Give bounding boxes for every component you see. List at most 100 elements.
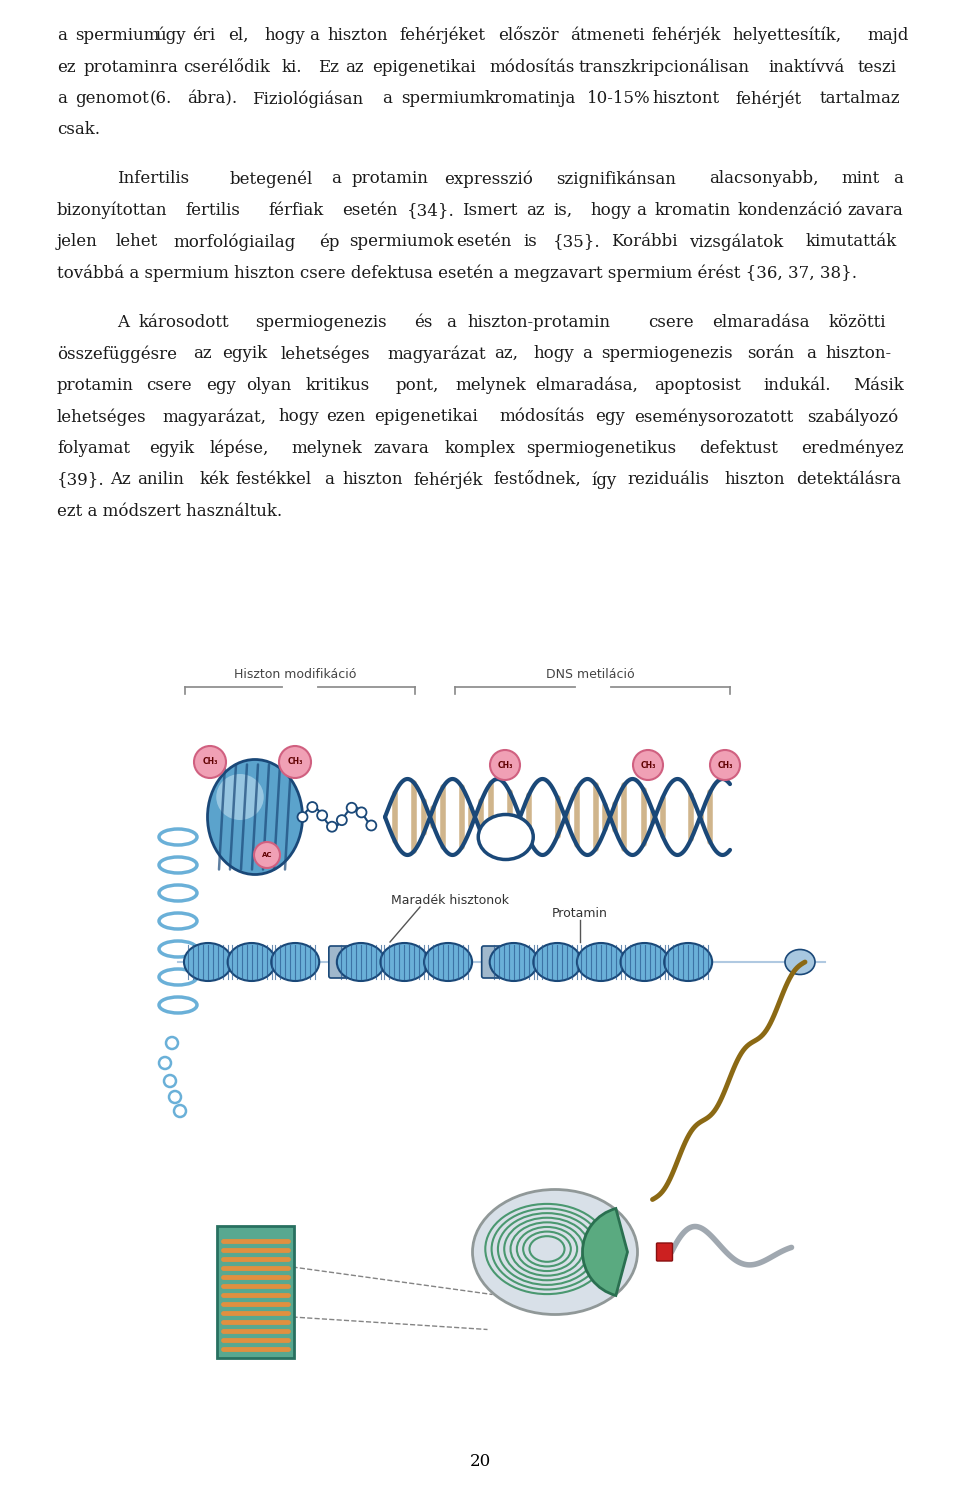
FancyBboxPatch shape xyxy=(217,1226,294,1358)
Circle shape xyxy=(194,746,226,778)
Text: spermium: spermium xyxy=(75,27,159,44)
Text: az,: az, xyxy=(494,345,518,362)
Text: hiszton-protamin: hiszton-protamin xyxy=(468,314,611,330)
Ellipse shape xyxy=(490,943,538,981)
Text: 10-15%: 10-15% xyxy=(587,90,651,107)
Text: éri: éri xyxy=(192,27,215,44)
Text: hisztont: hisztont xyxy=(652,90,719,107)
Text: Hiszton modifikáció: Hiszton modifikáció xyxy=(234,668,356,680)
Text: jelen: jelen xyxy=(57,233,98,251)
Text: Korábbi: Korábbi xyxy=(612,233,678,251)
Text: lehetséges: lehetséges xyxy=(57,409,147,425)
Text: magyarázat,: magyarázat, xyxy=(163,409,267,425)
FancyBboxPatch shape xyxy=(482,946,502,978)
Text: károsodott: károsodott xyxy=(138,314,228,330)
Text: Fiziológiásan: Fiziológiásan xyxy=(252,90,363,108)
Text: hogy: hogy xyxy=(278,409,319,425)
Ellipse shape xyxy=(472,1190,637,1314)
Text: tartalmaz: tartalmaz xyxy=(819,90,900,107)
Text: összefüggésre: összefüggésre xyxy=(57,345,177,362)
Ellipse shape xyxy=(620,943,668,981)
Circle shape xyxy=(298,813,307,822)
Ellipse shape xyxy=(272,943,320,981)
Text: {35}.: {35}. xyxy=(553,233,601,251)
Text: anilin: anilin xyxy=(137,472,184,488)
Text: a: a xyxy=(582,345,592,362)
Ellipse shape xyxy=(228,943,276,981)
Text: esetén: esetén xyxy=(342,201,397,219)
Text: fehérjét: fehérjét xyxy=(735,90,802,108)
Text: festődnek,: festődnek, xyxy=(493,472,581,488)
Text: melynek: melynek xyxy=(292,440,362,457)
Text: eseménysorozatott: eseménysorozatott xyxy=(634,409,793,425)
Text: Ismert: Ismert xyxy=(462,201,517,219)
Text: kondenzáció: kondenzáció xyxy=(737,201,843,219)
Text: transzkripcionálisan: transzkripcionálisan xyxy=(579,59,750,77)
Text: DNS metiláció: DNS metiláció xyxy=(545,668,635,680)
Text: a: a xyxy=(57,27,67,44)
Text: defektust: defektust xyxy=(699,440,778,457)
Text: csere: csere xyxy=(147,377,192,394)
Text: kritikus: kritikus xyxy=(306,377,370,394)
Text: az: az xyxy=(345,59,364,75)
Text: hogy: hogy xyxy=(590,201,631,219)
Text: ezt a módszert használtuk.: ezt a módszert használtuk. xyxy=(57,503,282,520)
Text: spermium: spermium xyxy=(401,90,486,107)
Text: átmeneti: átmeneti xyxy=(570,27,644,44)
Text: kromatin: kromatin xyxy=(655,201,731,219)
Circle shape xyxy=(633,749,663,780)
Ellipse shape xyxy=(534,943,582,981)
Circle shape xyxy=(710,749,740,780)
Text: ezen: ezen xyxy=(326,409,366,425)
Text: spermiogenetikus: spermiogenetikus xyxy=(526,440,676,457)
Text: közötti: közötti xyxy=(828,314,886,330)
Text: fertilis: fertilis xyxy=(185,201,241,219)
Text: Maradék hisztonok: Maradék hisztonok xyxy=(391,894,509,907)
Text: indukál.: indukál. xyxy=(763,377,831,394)
Text: protamin: protamin xyxy=(57,377,133,394)
Text: 20: 20 xyxy=(469,1454,491,1470)
Text: komplex: komplex xyxy=(444,440,516,457)
Text: szignifikánsan: szignifikánsan xyxy=(556,170,676,188)
Text: kromatinja: kromatinja xyxy=(485,90,576,107)
FancyBboxPatch shape xyxy=(657,1244,673,1262)
Text: a: a xyxy=(805,345,816,362)
Text: alacsonyabb,: alacsonyabb, xyxy=(709,170,819,188)
Text: így: így xyxy=(591,472,616,488)
Circle shape xyxy=(337,816,347,825)
Wedge shape xyxy=(583,1209,628,1295)
Text: folyamat: folyamat xyxy=(57,440,130,457)
Text: módosítás: módosítás xyxy=(489,59,574,75)
Text: fehérjék: fehérjék xyxy=(651,27,721,45)
Text: ábra).: ábra). xyxy=(187,90,237,107)
Text: fehérjéket: fehérjéket xyxy=(399,27,485,45)
Text: úgy: úgy xyxy=(156,27,186,45)
Text: ki.: ki. xyxy=(282,59,302,75)
Text: kék: kék xyxy=(200,472,229,488)
Text: {39}.: {39}. xyxy=(57,472,105,488)
Text: során: során xyxy=(748,345,795,362)
Ellipse shape xyxy=(184,943,232,981)
Text: festékkel: festékkel xyxy=(235,472,311,488)
Text: a: a xyxy=(331,170,341,188)
Text: férfiak: férfiak xyxy=(269,201,324,219)
Ellipse shape xyxy=(216,774,264,820)
Text: Infertilis: Infertilis xyxy=(117,170,189,188)
Text: és: és xyxy=(415,314,433,330)
Text: zavara: zavara xyxy=(373,440,429,457)
Text: el,: el, xyxy=(228,27,249,44)
Circle shape xyxy=(327,822,337,832)
Text: betegenél: betegenél xyxy=(229,170,313,188)
Text: lehetséges: lehetséges xyxy=(280,345,371,362)
Text: eredményez: eredményez xyxy=(801,440,903,457)
Text: spermiogenezis: spermiogenezis xyxy=(255,314,387,330)
Ellipse shape xyxy=(478,814,533,859)
Ellipse shape xyxy=(577,943,625,981)
Text: olyan: olyan xyxy=(246,377,291,394)
Circle shape xyxy=(356,808,367,817)
Text: lépése,: lépése, xyxy=(210,440,269,457)
Text: a: a xyxy=(382,90,393,107)
Text: majd: majd xyxy=(867,27,908,44)
Text: spermiogenezis: spermiogenezis xyxy=(602,345,733,362)
Ellipse shape xyxy=(424,943,472,981)
